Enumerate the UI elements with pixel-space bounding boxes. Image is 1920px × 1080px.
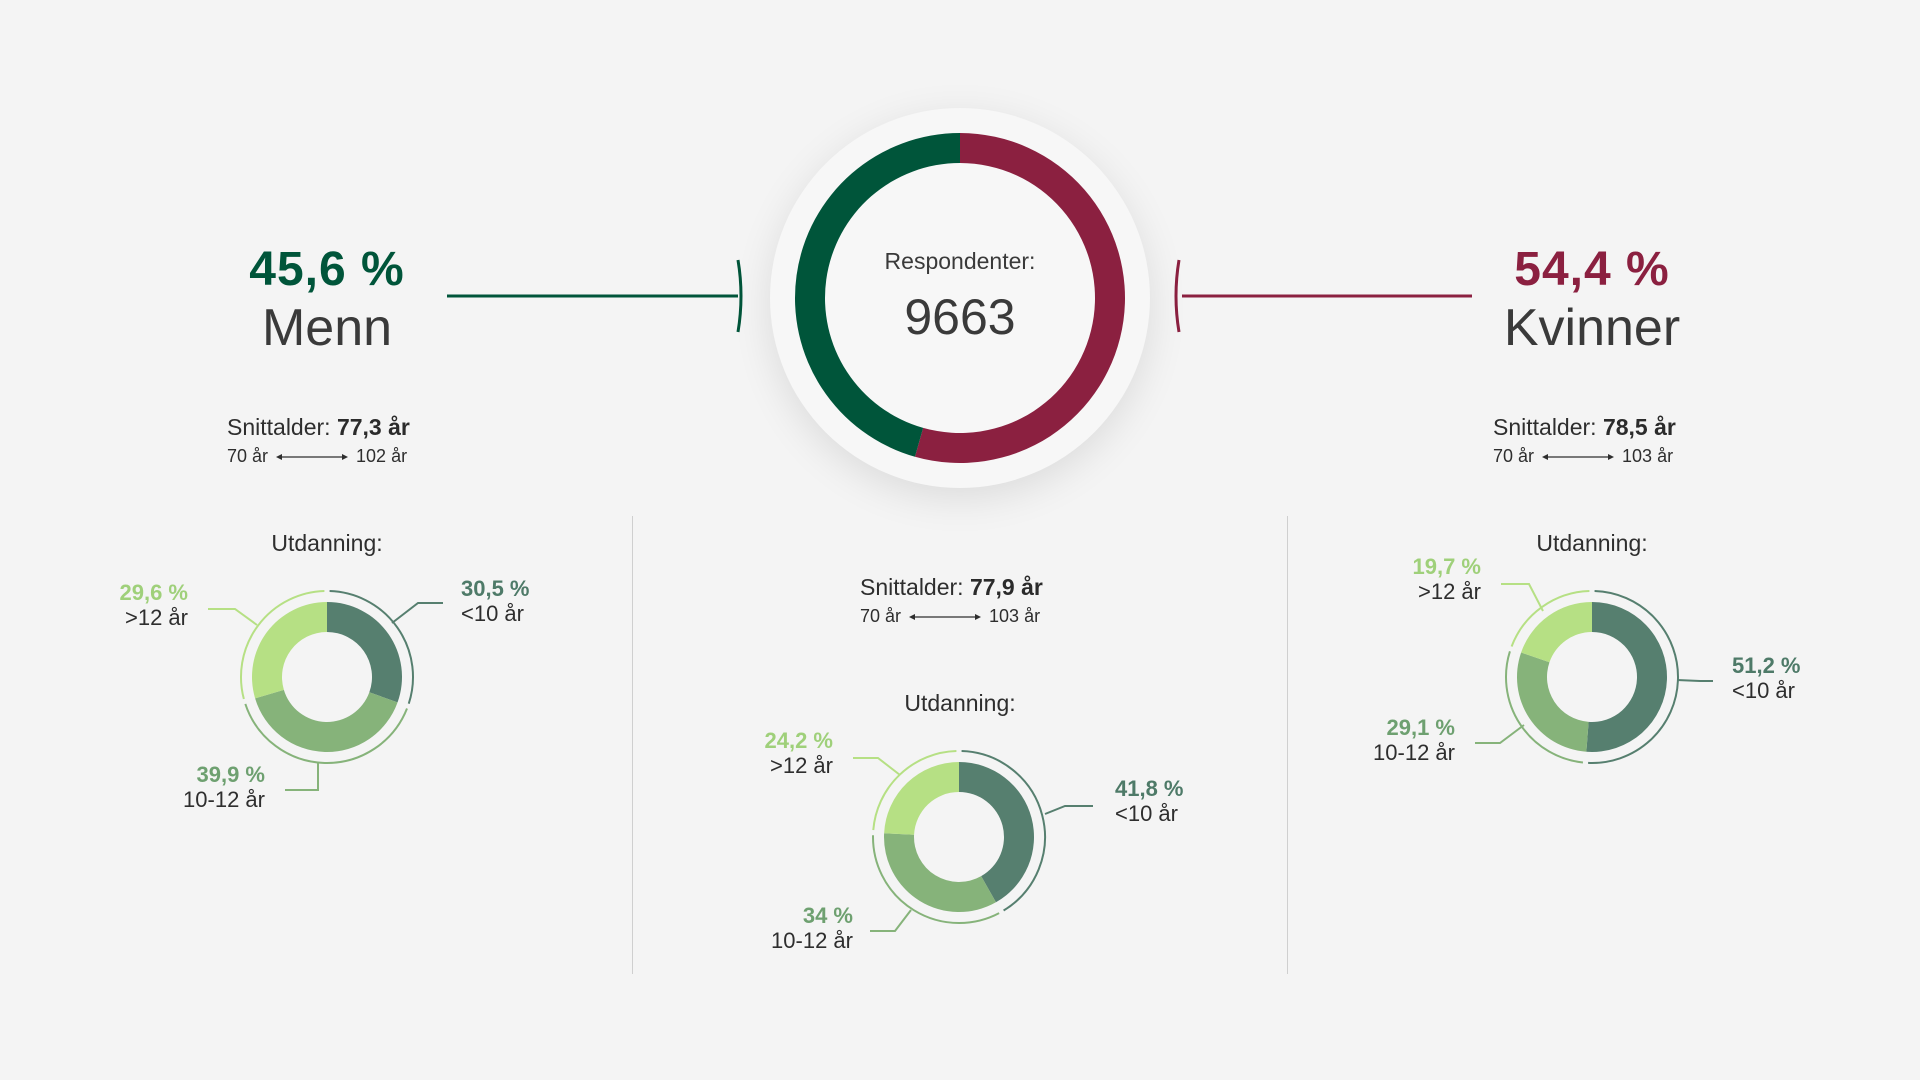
men-lt10-label: 30,5 % <10 år bbox=[461, 576, 530, 628]
men-gt12-cat: >12 år bbox=[125, 605, 188, 631]
edu-women-slice-0 bbox=[1586, 602, 1667, 752]
edu-all-slice-2 bbox=[884, 762, 959, 835]
all-lt10-pct: 41,8 % bbox=[1115, 776, 1184, 801]
edu-men-outer-arc-1 bbox=[244, 703, 408, 764]
women-range-max: 103 år bbox=[1622, 446, 1674, 467]
all-avg-value: 77,9 år bbox=[969, 574, 1043, 600]
all-10-12-cat: 10-12 år bbox=[771, 928, 853, 954]
men-avg-prefix: Snittalder: bbox=[227, 414, 331, 440]
edu-women-outer-arc-1 bbox=[1505, 651, 1584, 764]
edu-women-outer-arc-2 bbox=[1510, 590, 1590, 647]
edu-men-slice-0 bbox=[327, 602, 402, 703]
all-range-max: 103 år bbox=[989, 606, 1041, 627]
all-10-12-leader bbox=[870, 909, 912, 932]
edu-men-slice-1 bbox=[255, 689, 398, 752]
women-connector-bracket bbox=[1174, 259, 1181, 333]
respondents-label: Respondenter: bbox=[884, 248, 1036, 274]
women-lt10-leader bbox=[1676, 679, 1713, 682]
men-range-max: 102 år bbox=[356, 446, 408, 467]
all-10-12-label: 34 % 10-12 år bbox=[735, 903, 853, 955]
all-gt12-cat: >12 år bbox=[770, 753, 833, 779]
edu-women-slice-1 bbox=[1517, 652, 1589, 752]
women-lt10-label: 51,2 % <10 år bbox=[1732, 653, 1801, 705]
edu-women-slice-2 bbox=[1521, 602, 1592, 663]
men-lt10-leader bbox=[391, 602, 443, 624]
women-gt12-pct: 19,7 % bbox=[1412, 554, 1482, 579]
edu-women-donut bbox=[1505, 590, 1679, 764]
gender-slice-kvinner bbox=[914, 133, 1125, 464]
men-10-12-label: 39,9 % 10-12 år bbox=[147, 762, 266, 814]
men-lt10-pct: 30,5 % bbox=[461, 576, 530, 601]
all-gt12-pct: 24,2 % bbox=[764, 728, 834, 753]
divider-right bbox=[1287, 516, 1288, 974]
women-avg-age: Snittalder: 78,5 år 70 år 103 år bbox=[1493, 414, 1676, 467]
women-gt12-label: 19,7 % >12 år bbox=[1373, 554, 1482, 606]
edu-men-slice-2 bbox=[252, 602, 327, 699]
men-range-min: 70 år bbox=[227, 446, 269, 467]
men-gt12-leader bbox=[208, 608, 258, 626]
men-edu-title: Utdanning: bbox=[271, 530, 383, 556]
gender-slice-menn bbox=[795, 133, 960, 457]
women-avg-prefix: Snittalder: bbox=[1493, 414, 1597, 440]
edu-all-outer-arc-0 bbox=[961, 750, 1046, 912]
edu-all-outer-arc-1 bbox=[872, 835, 1000, 924]
men-gt12-label: 29,6 % >12 år bbox=[80, 580, 189, 632]
all-lt10-label: 41,8 % <10 år bbox=[1115, 776, 1184, 828]
women-gt12-cat: >12 år bbox=[1418, 579, 1481, 605]
all-lt10-cat: <10 år bbox=[1115, 801, 1178, 827]
men-label: Menn bbox=[261, 299, 393, 357]
men-lt10-cat: <10 år bbox=[461, 601, 524, 627]
women-10-12-cat: 10-12 år bbox=[1373, 740, 1455, 766]
men-gt12-pct: 29,6 % bbox=[119, 580, 189, 605]
all-gt12-leader bbox=[853, 757, 901, 776]
edu-men-outer-arc-2 bbox=[240, 590, 325, 700]
gender-donut-chart bbox=[795, 133, 1125, 464]
women-10-12-pct: 29,1 % bbox=[1386, 715, 1456, 740]
men-10-12-pct: 39,9 % bbox=[196, 762, 266, 787]
women-range-min: 70 år bbox=[1493, 446, 1535, 467]
edu-men-outer-arc-0 bbox=[329, 590, 414, 705]
women-lt10-cat: <10 år bbox=[1732, 678, 1795, 704]
all-lt10-leader bbox=[1044, 805, 1093, 815]
all-gt12-label: 24,2 % >12 år bbox=[725, 728, 834, 780]
women-gt12-leader bbox=[1501, 583, 1544, 612]
respondents-count: 9663 bbox=[904, 289, 1016, 345]
women-avg-value: 78,5 år bbox=[1602, 414, 1676, 440]
divider-left bbox=[632, 516, 633, 974]
men-10-12-leader bbox=[285, 762, 319, 791]
edu-all-slice-0 bbox=[959, 762, 1034, 903]
all-avg-age: Snittalder: 77,9 år 70 år 103 år bbox=[860, 574, 1043, 627]
women-10-12-label: 29,1 % 10-12 år bbox=[1337, 715, 1456, 767]
gender-donut-plate bbox=[770, 108, 1150, 488]
all-edu-title: Utdanning: bbox=[904, 690, 1016, 716]
all-range-min: 70 år bbox=[860, 606, 902, 627]
range-arrow-icon bbox=[909, 613, 982, 620]
women-percentage: 54,4 % bbox=[1514, 243, 1670, 296]
women-lt10-pct: 51,2 % bbox=[1732, 653, 1801, 678]
men-percentage: 45,6 % bbox=[249, 243, 405, 296]
men-10-12-cat: 10-12 år bbox=[183, 787, 265, 813]
men-connector-bracket bbox=[736, 259, 743, 333]
edu-all-slice-1 bbox=[884, 833, 996, 912]
men-avg-value: 77,3 år bbox=[336, 414, 410, 440]
women-edu-title: Utdanning: bbox=[1536, 530, 1648, 556]
all-10-12-pct: 34 % bbox=[802, 903, 853, 928]
range-arrow-icon bbox=[1542, 453, 1615, 460]
edu-men-donut bbox=[240, 590, 414, 764]
women-label: Kvinner bbox=[1503, 299, 1681, 357]
men-avg-age: Snittalder: 77,3 år 70 år 102 år bbox=[227, 414, 410, 467]
women-10-12-leader bbox=[1475, 724, 1525, 744]
range-arrow-icon bbox=[276, 453, 349, 460]
all-avg-prefix: Snittalder: bbox=[860, 574, 964, 600]
